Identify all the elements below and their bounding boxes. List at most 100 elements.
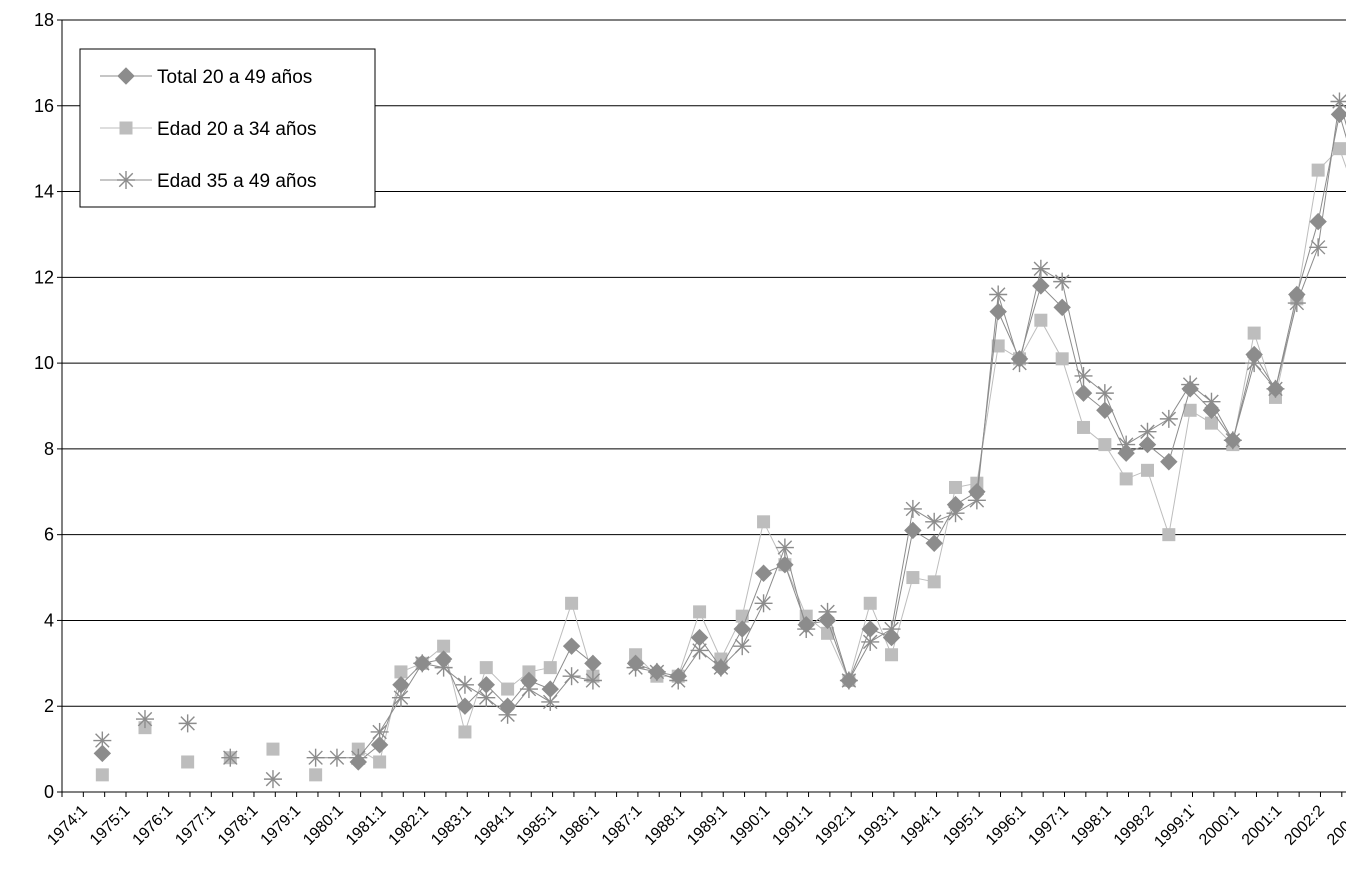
data-point bbox=[135, 710, 154, 729]
data-point bbox=[968, 483, 986, 501]
data-point bbox=[93, 744, 112, 763]
x-tick-label: 1987:1 bbox=[599, 802, 646, 849]
data-point bbox=[1181, 380, 1199, 398]
data-point bbox=[861, 632, 880, 651]
data-point bbox=[1159, 409, 1178, 428]
series-line bbox=[357, 645, 594, 763]
data-point bbox=[178, 714, 197, 733]
data-point bbox=[266, 742, 280, 756]
legend-label: Edad 20 a 34 años bbox=[157, 119, 317, 140]
data-point bbox=[181, 755, 195, 769]
x-tick-label: 1993:1 bbox=[855, 802, 902, 849]
data-point bbox=[584, 654, 602, 673]
x-tick-label: 1991:1 bbox=[769, 802, 816, 849]
x-tick-label: 1975:1 bbox=[87, 802, 134, 849]
y-tick-label: 14 bbox=[34, 182, 54, 202]
x-tick-label: 2003:1 bbox=[1324, 802, 1346, 849]
data-point bbox=[1160, 453, 1178, 471]
asterisk-stroke bbox=[308, 750, 323, 765]
data-point bbox=[797, 616, 815, 634]
x-tick-label: 1985:1 bbox=[514, 802, 561, 849]
y-tick-label: 16 bbox=[34, 96, 54, 116]
legend-label: Edad 35 a 49 años bbox=[157, 171, 317, 192]
data-point bbox=[927, 575, 941, 589]
asterisk-stroke bbox=[564, 668, 579, 684]
data-point bbox=[1010, 350, 1029, 368]
x-tick-label: 1984:1 bbox=[471, 802, 518, 849]
legend-item: Edad 20 a 34 años bbox=[100, 119, 317, 140]
data-point bbox=[776, 555, 794, 574]
data-point bbox=[733, 620, 751, 638]
x-tick-label: 1998:1 bbox=[1068, 802, 1115, 849]
x-tick-label: 1976:1 bbox=[130, 802, 177, 849]
series-line bbox=[635, 147, 1346, 682]
x-tick-label: 1997:1 bbox=[1025, 802, 1072, 849]
data-point bbox=[349, 753, 367, 771]
asterisk-stroke bbox=[1161, 411, 1177, 427]
data-point bbox=[221, 748, 240, 767]
legend-marker-square bbox=[119, 121, 133, 135]
asterisk-stroke bbox=[734, 638, 750, 654]
data-point bbox=[95, 768, 109, 782]
asterisk-stroke bbox=[692, 643, 707, 658]
data-point bbox=[520, 671, 538, 690]
data-point bbox=[1074, 366, 1093, 385]
x-tick-label: 1974:1 bbox=[44, 802, 91, 849]
asterisk-stroke bbox=[118, 172, 134, 188]
asterisk-stroke bbox=[926, 514, 942, 530]
data-point bbox=[989, 285, 1008, 304]
data-point bbox=[327, 748, 346, 767]
asterisk-stroke bbox=[543, 694, 558, 710]
y-tick-label: 0 bbox=[44, 782, 54, 802]
asterisk-stroke bbox=[1076, 368, 1091, 384]
data-point bbox=[949, 480, 963, 494]
asterisk-stroke bbox=[777, 540, 793, 555]
data-point bbox=[565, 596, 579, 610]
asterisk-stroke bbox=[1140, 424, 1155, 439]
data-point bbox=[1074, 384, 1093, 402]
data-point bbox=[458, 725, 472, 739]
series-diamond bbox=[93, 105, 1346, 771]
data-point bbox=[1309, 238, 1328, 257]
series-layer bbox=[93, 92, 1346, 789]
x-tick-label: 1982:1 bbox=[386, 802, 433, 849]
data-point bbox=[1055, 352, 1069, 366]
data-point bbox=[733, 637, 752, 656]
x-tick-label: 1981:1 bbox=[343, 802, 390, 849]
data-point bbox=[861, 620, 879, 638]
asterisk-stroke bbox=[1310, 240, 1326, 255]
x-tick-label: 1999:1' bbox=[1151, 802, 1200, 851]
data-point bbox=[543, 661, 557, 675]
asterisk-stroke bbox=[479, 690, 494, 705]
asterisk-stroke bbox=[905, 501, 921, 517]
x-tick-label: 1989:1 bbox=[684, 802, 731, 849]
data-point bbox=[413, 654, 431, 673]
data-point bbox=[394, 665, 408, 679]
data-point bbox=[392, 676, 410, 694]
asterisk-stroke bbox=[990, 287, 1006, 302]
y-tick-label: 8 bbox=[44, 439, 54, 459]
data-point bbox=[477, 676, 495, 694]
data-point bbox=[1031, 259, 1050, 278]
data-point bbox=[904, 521, 922, 540]
data-point bbox=[1138, 435, 1157, 454]
y-tick-label: 4 bbox=[44, 610, 54, 630]
asterisk-stroke bbox=[137, 711, 153, 727]
data-point bbox=[562, 667, 581, 686]
data-point bbox=[1095, 384, 1114, 403]
x-tick-label: 1994:1 bbox=[897, 802, 944, 849]
data-point bbox=[370, 736, 389, 754]
data-point bbox=[1117, 444, 1135, 462]
x-tick-label: 1992:1 bbox=[812, 802, 859, 849]
x-axis-tick-marks bbox=[61, 792, 1343, 797]
x-tick-label: 1995:1 bbox=[940, 802, 987, 849]
data-point bbox=[1247, 326, 1261, 340]
data-point bbox=[754, 594, 773, 613]
data-point bbox=[455, 675, 474, 694]
x-tick-label: 1977:1 bbox=[172, 802, 219, 849]
series-line bbox=[358, 601, 594, 763]
asterisk-stroke bbox=[862, 634, 878, 650]
legend-label: Total 20 a 49 años bbox=[157, 67, 312, 88]
x-tick-label: 2001:1 bbox=[1239, 802, 1286, 849]
data-point bbox=[1330, 105, 1346, 124]
